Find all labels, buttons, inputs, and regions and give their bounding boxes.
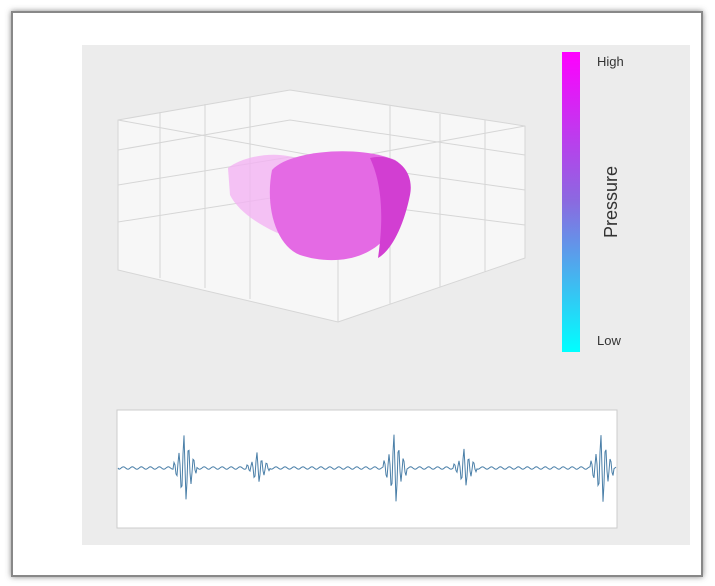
- colorbar: [562, 52, 580, 352]
- figure: High Low Pressure: [0, 0, 715, 586]
- colorbar-high: High: [597, 54, 624, 69]
- colorbar-low: Low: [597, 333, 621, 348]
- page: High Low Pressure (() => { const data = …: [0, 0, 715, 586]
- colorbar-label: Pressure: [601, 166, 621, 238]
